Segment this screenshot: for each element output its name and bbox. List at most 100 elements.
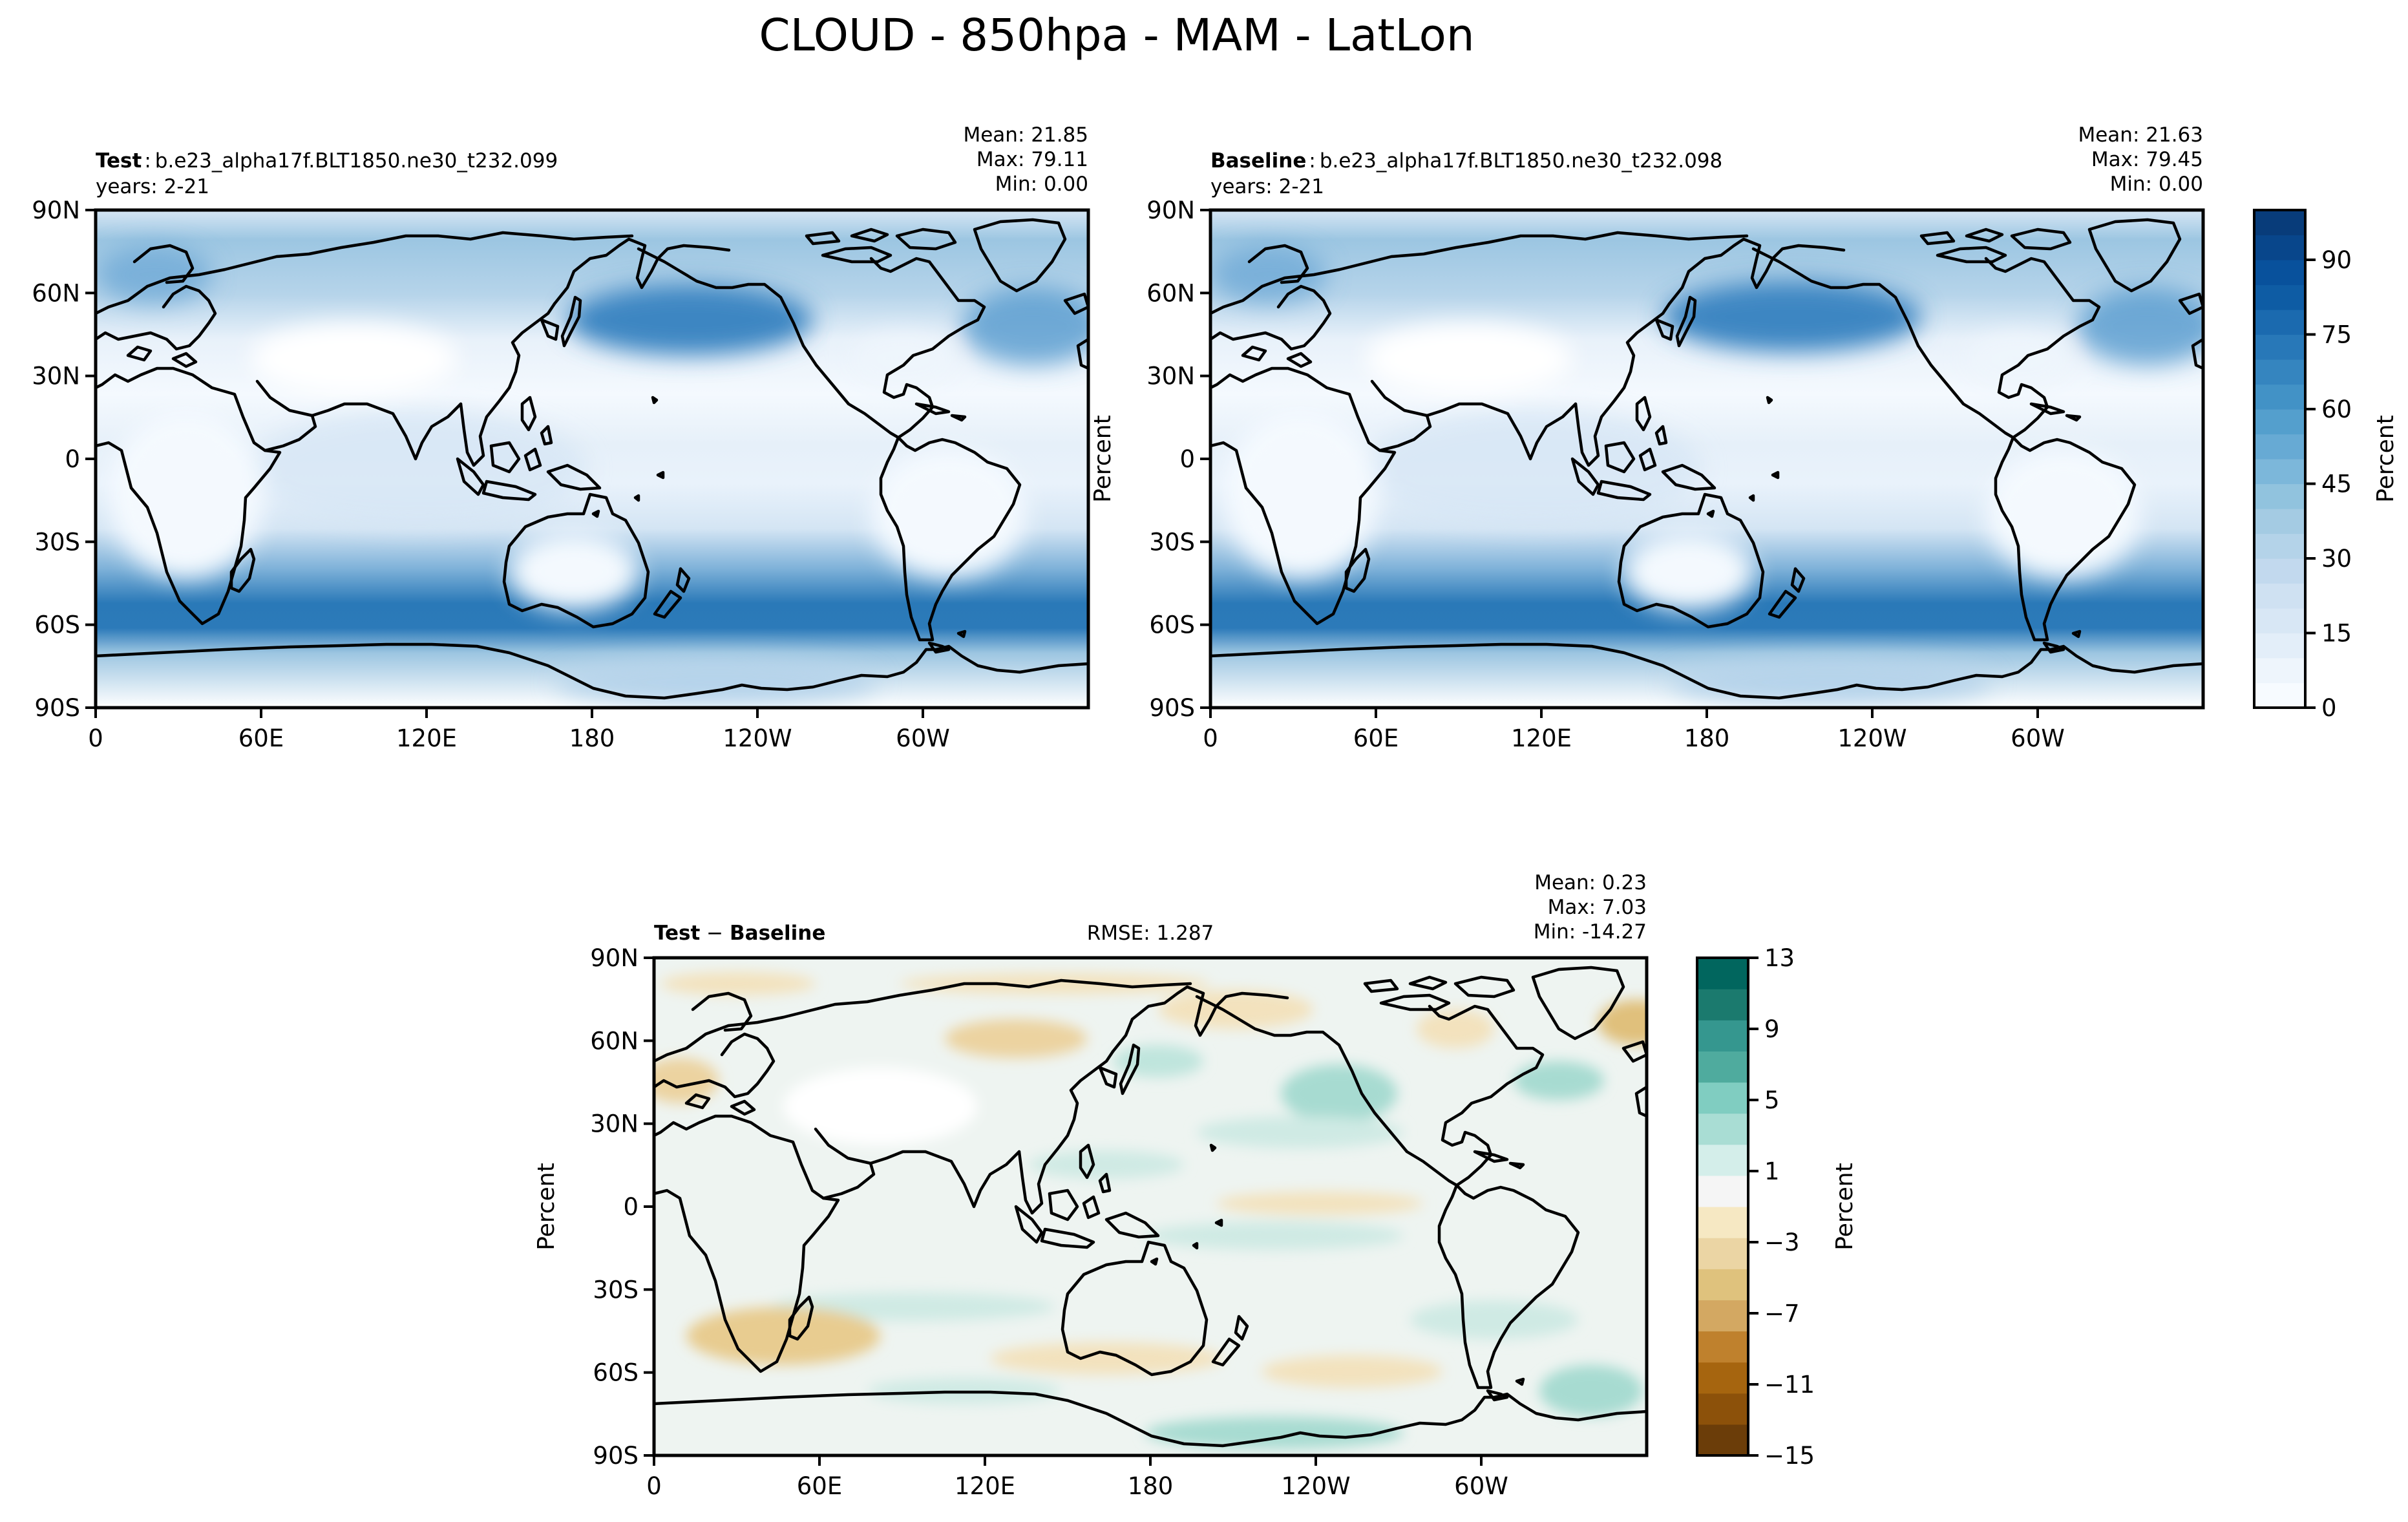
colorbar-tick-label: 9 bbox=[1764, 1015, 1780, 1043]
colorbar-block bbox=[2254, 409, 2305, 435]
colorbar-block bbox=[2254, 459, 2305, 485]
lon-tick-label: 180 bbox=[1128, 1472, 1174, 1500]
baseline-ylabel: Percent bbox=[1090, 415, 1116, 502]
stat-line: Max: 79.45 bbox=[2091, 148, 2203, 171]
colorbar-block bbox=[1697, 1144, 1748, 1176]
colorbar-tick-label: 0 bbox=[2321, 694, 2337, 722]
lon-tick-label: 60E bbox=[1353, 724, 1399, 752]
colorbar-tick-label: 5 bbox=[1764, 1086, 1780, 1114]
lat-tick-label: 0 bbox=[1179, 445, 1195, 473]
top-colorbar: 0 15 30 45 60 75 90 Percent bbox=[2253, 209, 2399, 722]
diff-map-field bbox=[654, 958, 1647, 1455]
stat-line: Mean: 21.85 bbox=[963, 123, 1088, 147]
colorbar-block bbox=[1697, 1393, 1748, 1425]
figure-title: CLOUD - 850hpa - MAM - LatLon bbox=[759, 10, 1474, 61]
colorbar-tick-label: −7 bbox=[1764, 1300, 1800, 1327]
colorbar-block bbox=[1697, 1113, 1748, 1145]
stat-line: Mean: 21.63 bbox=[2078, 123, 2203, 147]
lat-tick-label: 90S bbox=[1149, 694, 1195, 722]
colorbar-block bbox=[2254, 334, 2305, 360]
lat-tick-label: 60N bbox=[590, 1027, 639, 1055]
stat-line: Max: 79.11 bbox=[977, 148, 1088, 171]
diff-panel: 90N 60N 30N 0 30S 60S 90S 0 60E 120E 180 120W 60W P… bbox=[533, 871, 1649, 1500]
lat-tick-label: 90N bbox=[590, 944, 639, 972]
baseline-years: years: 2-21 bbox=[1210, 175, 1324, 198]
lat-tick-label: 60N bbox=[32, 279, 80, 307]
colorbar-block bbox=[1697, 1362, 1748, 1394]
colorbar-block bbox=[2254, 284, 2305, 310]
diff-colorbar-blocks bbox=[1697, 958, 1748, 1456]
test-lat-axis: 90N 60N 30N 0 30S 60S 90S bbox=[32, 196, 96, 722]
colorbar-block bbox=[2254, 310, 2305, 335]
colorbar-tick-label: 1 bbox=[1764, 1157, 1780, 1185]
lon-tick-label: 120E bbox=[396, 724, 457, 752]
stat-line: Mean: 0.23 bbox=[1534, 871, 1647, 894]
diff-colorbar-label: Percent bbox=[1832, 1163, 1858, 1250]
colorbar-block bbox=[1697, 1175, 1748, 1207]
lon-tick-label: 0 bbox=[88, 724, 103, 752]
lon-tick-label: 120E bbox=[1511, 724, 1572, 752]
lon-tick-label: 180 bbox=[569, 724, 615, 752]
colorbar-block bbox=[1697, 1331, 1748, 1363]
test-years: years: 2-21 bbox=[96, 175, 209, 198]
lat-tick-label: 30N bbox=[32, 363, 80, 390]
lat-tick-label: 60S bbox=[34, 611, 80, 639]
colorbar-tick-label: −15 bbox=[1764, 1442, 1815, 1470]
colorbar-tick-label: 60 bbox=[2321, 396, 2352, 423]
colorbar-tick-label: −3 bbox=[1764, 1229, 1800, 1256]
stat-line: Min: -14.27 bbox=[1534, 920, 1647, 944]
lon-tick-label: 180 bbox=[1684, 724, 1730, 752]
colorbar-block bbox=[2254, 633, 2305, 659]
lon-tick-label: 60E bbox=[238, 724, 284, 752]
colorbar-block bbox=[2254, 235, 2305, 260]
colorbar-block bbox=[1697, 1020, 1748, 1052]
colorbar-tick-label: 45 bbox=[2321, 470, 2352, 498]
lat-tick-label: 90S bbox=[34, 694, 80, 722]
colorbar-block bbox=[1697, 1300, 1748, 1332]
lat-tick-label: 90N bbox=[32, 196, 80, 224]
colorbar-block bbox=[2254, 682, 2305, 708]
top-colorbar-blocks bbox=[2254, 210, 2305, 708]
diff-ylabel: Percent bbox=[533, 1163, 560, 1250]
colorbar-tick-label: 13 bbox=[1764, 944, 1795, 972]
diff-map-features bbox=[654, 972, 1647, 1449]
diff-colorbar-ticks: −15 −11 −7 −3 1 5 9 13 bbox=[1748, 944, 1815, 1470]
colorbar-block bbox=[2254, 210, 2305, 236]
colorbar-tick-label: 15 bbox=[2321, 620, 2352, 648]
colorbar-block bbox=[1697, 1207, 1748, 1238]
lat-tick-label: 30S bbox=[1149, 528, 1195, 556]
diff-lat-axis: 90N 60N 30N 0 30S 60S 90S bbox=[590, 944, 654, 1470]
colorbar-block bbox=[2254, 483, 2305, 509]
baseline-lon-axis: 0 60E 120E 180 120W 60W bbox=[1203, 708, 2065, 752]
colorbar-tick-label: 30 bbox=[2321, 545, 2352, 573]
colorbar-block bbox=[2254, 558, 2305, 584]
lat-tick-label: 90S bbox=[593, 1442, 639, 1470]
colorbar-block bbox=[1697, 958, 1748, 989]
lon-tick-label: 60W bbox=[896, 724, 950, 752]
colorbar-block bbox=[1697, 1424, 1748, 1456]
colorbar-block bbox=[2254, 509, 2305, 534]
colorbar-block bbox=[2254, 260, 2305, 286]
colorbar-block bbox=[2254, 658, 2305, 684]
lon-tick-label: 120W bbox=[723, 724, 792, 752]
lat-tick-label: 90N bbox=[1146, 196, 1195, 224]
baseline-lat-axis: 90N 60N 30N 0 30S 60S 90S bbox=[1146, 196, 1210, 722]
lat-tick-label: 60S bbox=[1149, 611, 1195, 639]
colorbar-block bbox=[2254, 359, 2305, 385]
colorbar-tick-label: −11 bbox=[1764, 1371, 1815, 1399]
lon-tick-label: 60W bbox=[1454, 1472, 1508, 1500]
top-colorbar-ticks: 0 15 30 45 60 75 90 bbox=[2305, 246, 2352, 722]
baseline-case-label: Baseline: b.e23_alpha17f.BLT1850.ne30_t23… bbox=[1210, 149, 1722, 173]
lon-tick-label: 60W bbox=[2011, 724, 2065, 752]
lat-tick-label: 0 bbox=[65, 445, 80, 473]
colorbar-block bbox=[1697, 1051, 1748, 1083]
colorbar-block bbox=[1697, 1082, 1748, 1114]
lon-tick-label: 60E bbox=[797, 1472, 842, 1500]
test-lon-axis: 0 60E 120E 180 120W 60W bbox=[88, 708, 950, 752]
colorbar-block bbox=[1697, 1238, 1748, 1269]
lon-tick-label: 120E bbox=[955, 1472, 1015, 1500]
